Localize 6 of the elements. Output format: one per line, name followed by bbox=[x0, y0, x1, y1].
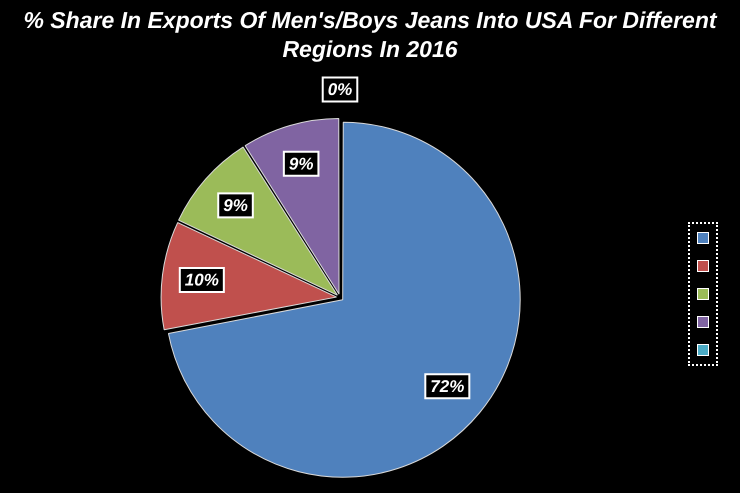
data-label: 10% bbox=[184, 270, 219, 290]
data-label: 9% bbox=[223, 196, 248, 216]
chart-title: % Share In Exports Of Men's/Boys Jeans Into USA For Different Regions In 2016 bbox=[22, 6, 718, 64]
text: 0% bbox=[328, 80, 352, 100]
data-label: 72% bbox=[430, 376, 464, 396]
data-label: 9% bbox=[288, 154, 314, 174]
